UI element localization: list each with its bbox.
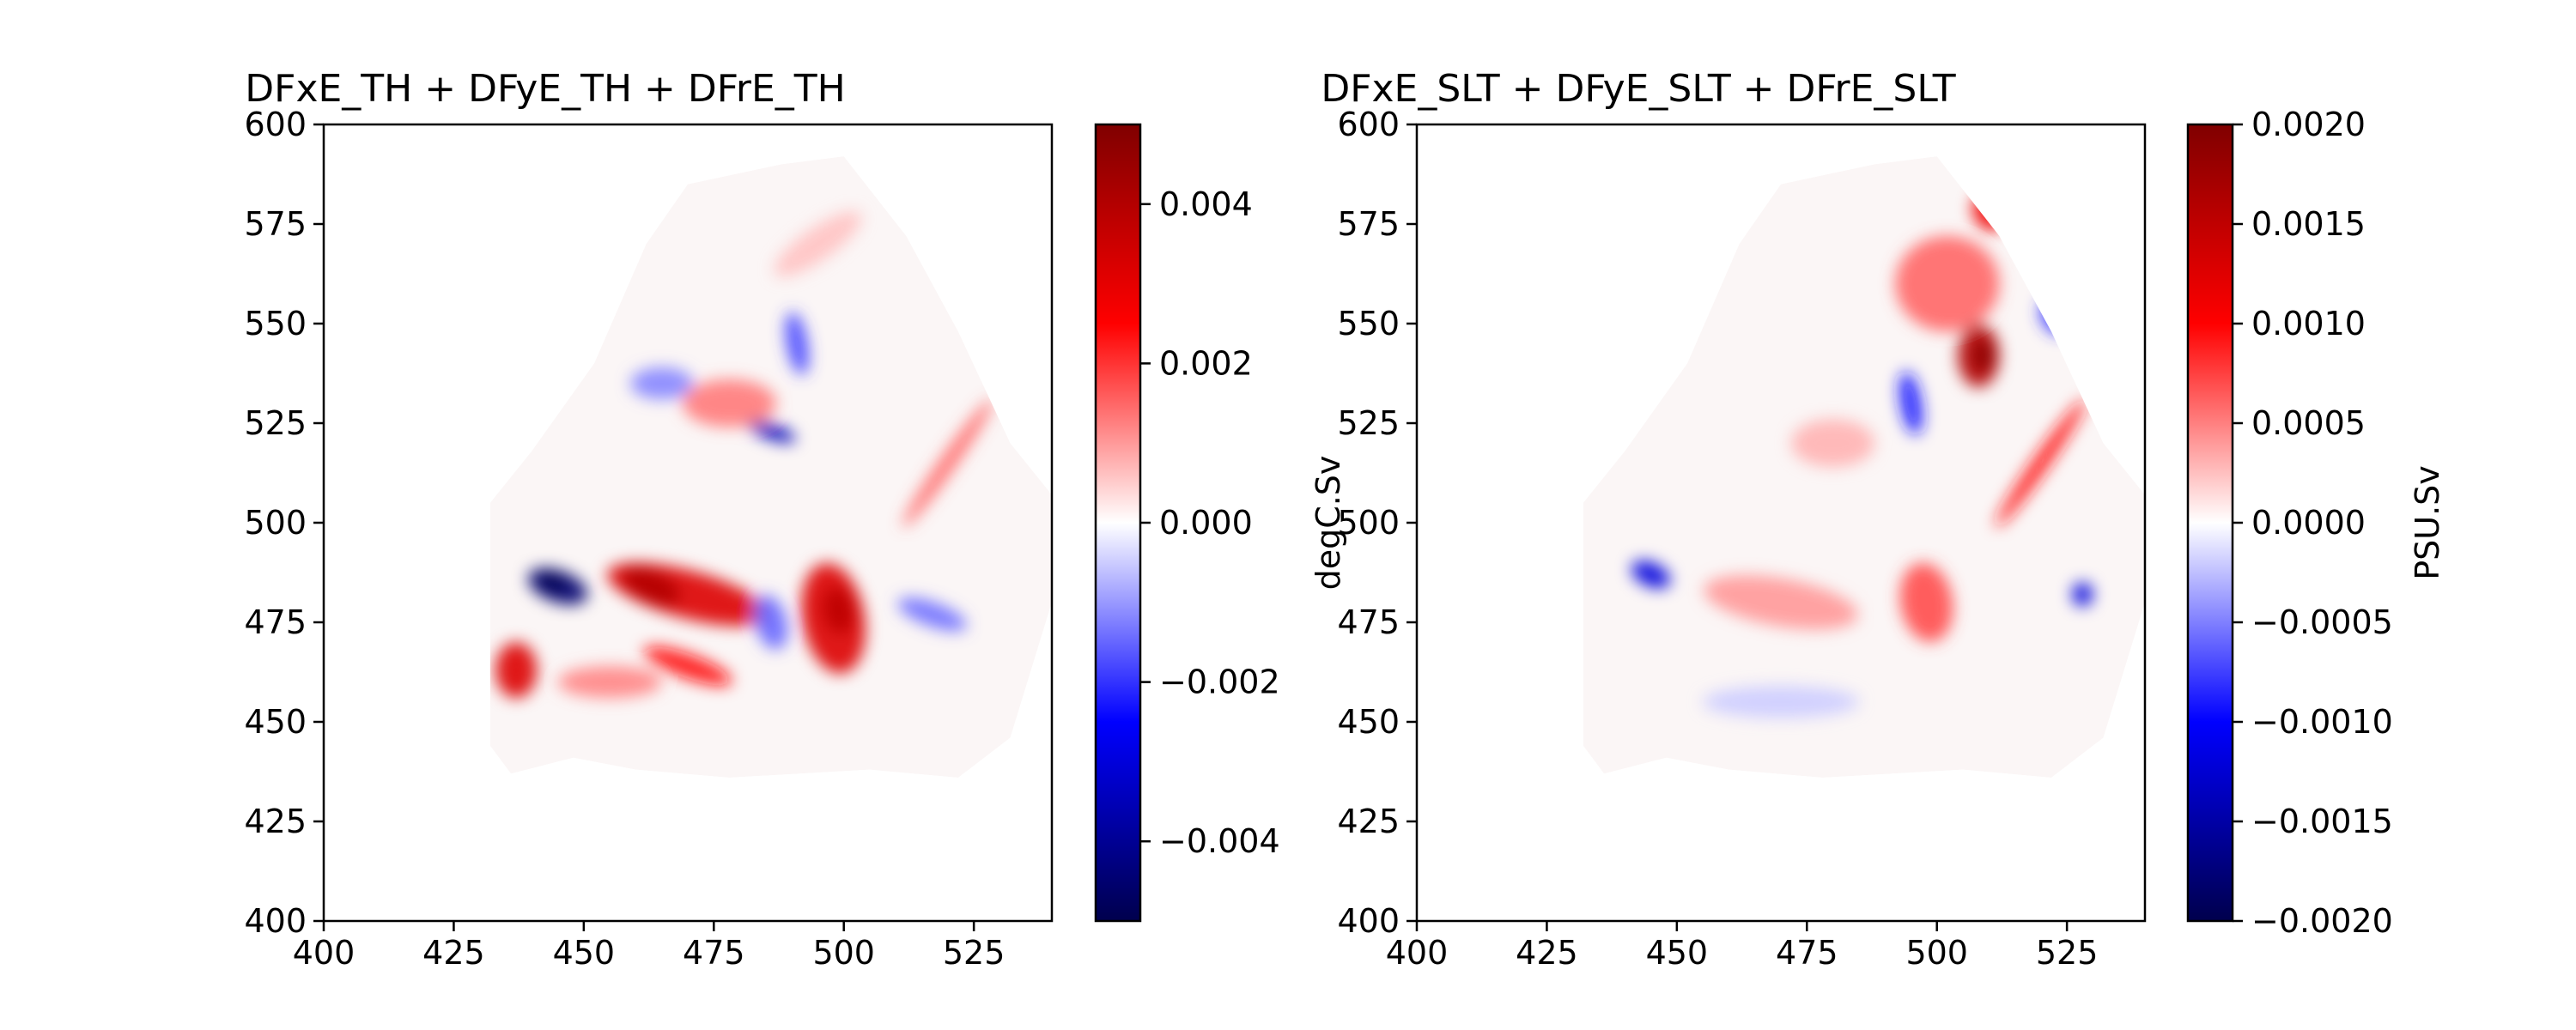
field-anomaly <box>495 642 538 699</box>
y-tick-label: 425 <box>244 803 307 840</box>
field-anomaly <box>1631 560 1671 589</box>
y-tick-label: 600 <box>1337 106 1400 143</box>
colorbar-tick-label: −0.002 <box>1159 663 1280 701</box>
colorbar-tick-label: −0.0005 <box>2251 603 2393 641</box>
panel-1-field <box>489 156 1052 778</box>
panel-1-yticks: 400 425 450 475 500 525 550 575 600 <box>244 106 324 940</box>
y-tick-label: 500 <box>244 504 307 542</box>
x-tick-label: 525 <box>2036 934 2099 972</box>
field-anomaly <box>1703 686 1859 718</box>
colorbar-gradient <box>2188 124 2233 921</box>
colorbar-label: degC.Sv <box>1309 456 1347 591</box>
field-anomaly <box>897 597 967 632</box>
x-tick-label: 425 <box>1516 934 1578 972</box>
colorbar-tick-label: −0.0015 <box>2251 803 2393 840</box>
colorbar-tick-label: 0.0020 <box>2251 106 2366 143</box>
panel-1-title: DFxE_TH + DFyE_TH + DFrE_TH <box>245 67 845 111</box>
panel-1-colorbar: −0.004 −0.002 0.000 0.002 0.004 degC.Sv <box>1094 123 1347 923</box>
x-tick-label: 525 <box>943 934 1005 972</box>
field-anomaly <box>774 211 862 277</box>
x-tick-label: 400 <box>293 934 355 972</box>
y-tick-label: 600 <box>244 106 307 143</box>
y-tick-label: 575 <box>244 205 307 243</box>
colorbar-tick-label: 0.0005 <box>2251 404 2366 442</box>
colorbar-gradient <box>1096 124 1140 921</box>
panel-2-xticks: 400 425 450 475 500 525 <box>1386 921 2099 972</box>
panel-2-title: DFxE_SLT + DFyE_SLT + DFrE_SLT <box>1321 67 1955 111</box>
y-tick-label: 475 <box>244 603 307 641</box>
panel-1: DFxE_TH + DFyE_TH + DFrE_TH 400 425 450 475… <box>244 67 1347 972</box>
colorbar-tick-label: 0.0015 <box>2251 205 2366 243</box>
field-domain <box>489 156 1052 778</box>
field-anomaly <box>1791 419 1875 468</box>
colorbar-tick-label: 0.002 <box>1159 344 1253 382</box>
field-anomaly <box>1899 372 1923 435</box>
y-tick-label: 400 <box>1337 902 1400 940</box>
field-anomaly <box>682 379 776 427</box>
y-tick-label: 500 <box>1337 504 1400 542</box>
colorbar-tick-label: 0.0010 <box>2251 305 2366 342</box>
field-anomaly <box>538 573 568 592</box>
field-anomaly <box>902 398 993 528</box>
panel-2: DFxE_SLT + DFyE_SLT + DFrE_SLT 400 425 450… <box>1321 67 2446 972</box>
field-anomaly <box>1996 398 2087 528</box>
y-tick-label: 550 <box>1337 305 1400 342</box>
colorbar-tick-label: −0.0020 <box>2251 902 2393 940</box>
x-tick-label: 400 <box>1386 934 1449 972</box>
x-tick-label: 425 <box>422 934 485 972</box>
y-tick-label: 450 <box>1337 703 1400 741</box>
x-tick-label: 500 <box>1905 934 1968 972</box>
field-clip <box>1583 156 2145 778</box>
panel-2-colorbar: −0.0020 −0.0015 −0.0010 −0.0005 0.0000 0.0005… <box>2186 106 2446 940</box>
colorbar-tick-label: −0.004 <box>1159 822 1280 860</box>
colorbar-tick-label: −0.0010 <box>2251 703 2393 741</box>
colorbar-tick-label: 0.000 <box>1159 504 1253 542</box>
y-tick-label: 575 <box>1337 205 1400 243</box>
y-tick-label: 450 <box>244 703 307 741</box>
field-anomaly <box>746 419 796 443</box>
field-anomaly <box>630 367 694 400</box>
x-tick-label: 475 <box>1776 934 1838 972</box>
field-anomaly <box>1704 575 1858 630</box>
y-tick-label: 400 <box>244 902 307 940</box>
x-tick-label: 500 <box>812 934 875 972</box>
field-anomaly <box>557 666 662 699</box>
y-tick-label: 475 <box>1337 603 1400 641</box>
y-tick-label: 550 <box>244 305 307 342</box>
field-blobs <box>495 211 993 699</box>
x-tick-label: 450 <box>553 934 616 972</box>
x-tick-label: 475 <box>683 934 745 972</box>
panel-2-yticks: 400 425 450 475 500 525 550 575 600 <box>1337 106 1417 940</box>
colorbar-label: PSU.Sv <box>2409 465 2446 580</box>
field-anomaly <box>1895 235 2000 332</box>
field-anomaly <box>785 312 809 375</box>
field-anomaly <box>622 566 681 607</box>
field-anomaly <box>823 586 855 634</box>
colorbar-tick-label: 0.0000 <box>2251 504 2366 542</box>
y-tick-label: 425 <box>1337 803 1400 840</box>
field-anomaly <box>754 595 788 650</box>
colorbar-tick-label: 0.004 <box>1159 185 1253 223</box>
field-anomaly <box>1899 562 1953 642</box>
field-anomaly <box>2072 582 2093 607</box>
panel-1-xticks: 400 425 450 475 500 525 <box>293 921 1005 972</box>
x-tick-label: 450 <box>1646 934 1709 972</box>
y-tick-label: 525 <box>1337 404 1400 442</box>
panel-2-field <box>1583 156 2145 778</box>
field-domain <box>1583 156 2145 778</box>
field-clip <box>489 156 1052 778</box>
field-anomaly <box>643 646 732 686</box>
y-tick-label: 525 <box>244 404 307 442</box>
field-anomaly <box>1973 339 1995 372</box>
